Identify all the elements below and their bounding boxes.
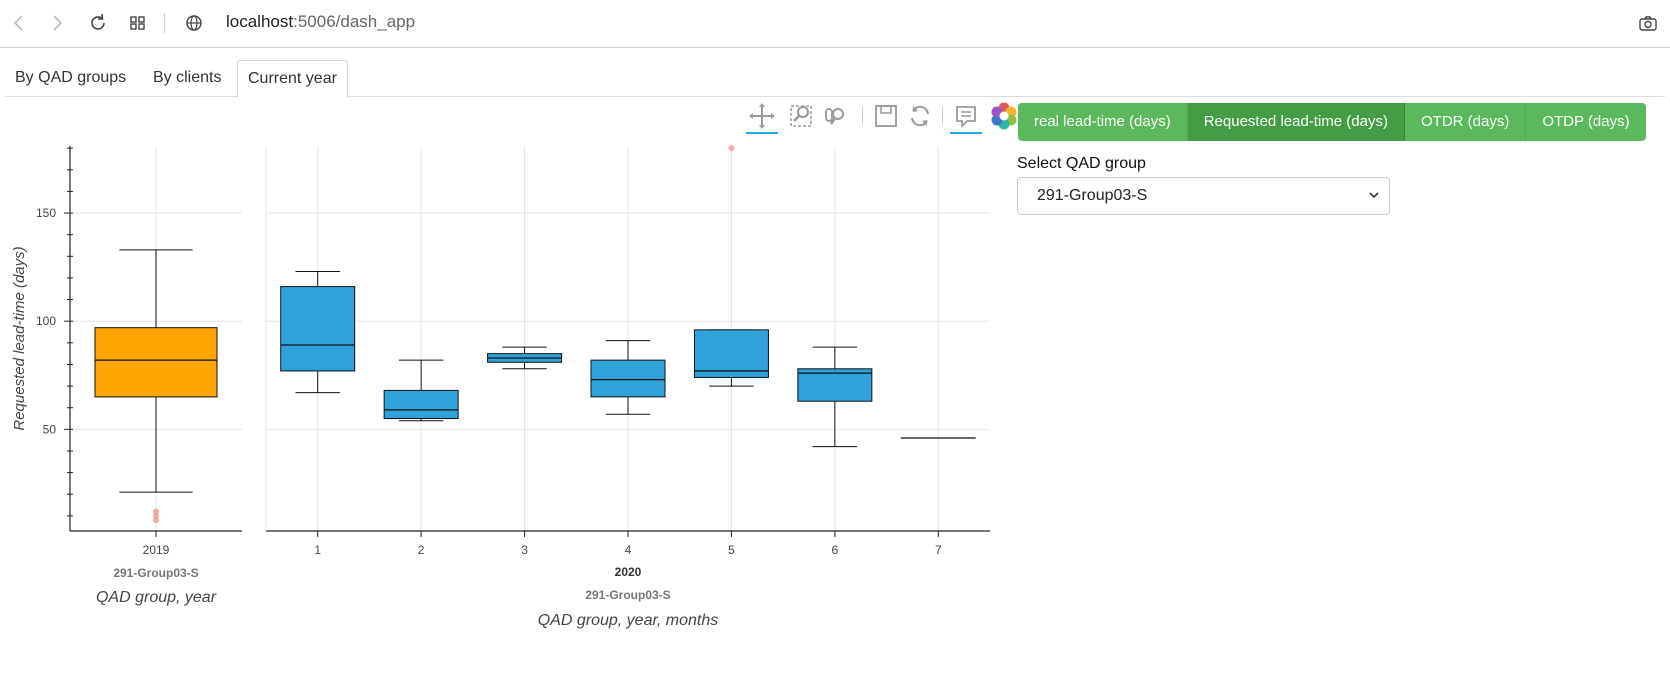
box-2 [383, 389, 459, 420]
chart-months-panel: 1 2 3 4 5 6 7 2020 291-Group03-S QAD group, year,… [265, 145, 990, 629]
x-tick-label: 4 [625, 543, 632, 557]
tab-bar: By QAD groups By clients Current year [5, 60, 1665, 98]
x-tick-label: 2 [418, 543, 425, 557]
box-1 [280, 286, 356, 372]
boxplot-charts: 50 100 150 Requested lead-time (days) 2019 29… [11, 145, 990, 629]
outlier-point [153, 517, 159, 524]
outlier-point [728, 145, 735, 152]
x-tick-label: 2019 [143, 543, 170, 557]
hover-tool-icon[interactable] [950, 100, 982, 134]
bokeh-logo-icon[interactable] [988, 100, 1020, 132]
qad-group-select[interactable]: 291-Group03-S [1017, 177, 1390, 215]
globe-icon [186, 15, 202, 31]
box-2019 [94, 327, 218, 398]
x-tick-label: 3 [521, 543, 528, 557]
back-icon[interactable] [8, 12, 30, 34]
browser-toolbar: localhost:5006/dash_app [0, 0, 1670, 48]
outlier-point [153, 508, 159, 515]
outlier-point [153, 512, 159, 519]
pan-tool-icon[interactable] [746, 100, 778, 134]
box-zoom-tool-icon[interactable] [786, 100, 818, 132]
box-6 [797, 368, 873, 402]
otdp-button[interactable]: OTDP (days) [1526, 103, 1646, 141]
forward-icon[interactable] [46, 12, 68, 34]
y-tick-label: 50 [43, 422, 57, 436]
x-tick-label: 6 [832, 543, 839, 557]
x-tick-label: 5 [728, 543, 735, 557]
qad-group-select-value: 291-Group03-S [1037, 187, 1148, 204]
box-4 [590, 359, 666, 398]
box-5 [693, 329, 769, 378]
url-host: localhost [226, 12, 294, 31]
save-tool-icon[interactable] [870, 100, 902, 132]
reload-icon[interactable] [87, 12, 109, 34]
tab-by-clients[interactable]: By clients [153, 69, 222, 86]
tab-by-qad-groups[interactable]: By QAD groups [15, 69, 127, 86]
y-tick-label: 100 [36, 314, 56, 328]
requested-lead-time-button[interactable]: Requested lead-time (days) [1187, 103, 1405, 141]
camera-icon[interactable] [1637, 12, 1659, 34]
tab-current-year[interactable]: Current year [237, 60, 348, 98]
real-lead-time-button[interactable]: real lead-time (days) [1018, 103, 1188, 141]
x-axis-label: QAD group, year [96, 589, 217, 606]
metric-button-group: real lead-time (days) Requested lead-tim… [1018, 103, 1646, 141]
group-label: 291-Group03-S [113, 566, 198, 580]
apps-grid-icon[interactable] [127, 12, 149, 34]
x-axis-label: QAD group, year, months [538, 612, 719, 629]
url-path: :5006/dash_app [293, 12, 416, 31]
y-tick-label: 150 [36, 206, 56, 220]
y-axis-label: Requested lead-time (days) [11, 246, 28, 430]
x-tick-label: 1 [314, 543, 321, 557]
x-tick-label: 7 [935, 543, 942, 557]
reset-tool-icon[interactable] [904, 100, 936, 132]
address-bar[interactable]: localhost:5006/dash_app [226, 12, 415, 32]
year-label: 2020 [615, 565, 642, 579]
chart-year-panel: 50 100 150 Requested lead-time (days) 2019 29… [11, 146, 242, 606]
group-label: 291-Group03-S [585, 588, 670, 602]
chevron-down-icon [1369, 192, 1379, 199]
select-qad-group-label: Select QAD group [1017, 155, 1146, 172]
otdr-button[interactable]: OTDR (days) [1404, 103, 1527, 141]
wheel-zoom-tool-icon[interactable] [822, 100, 854, 132]
